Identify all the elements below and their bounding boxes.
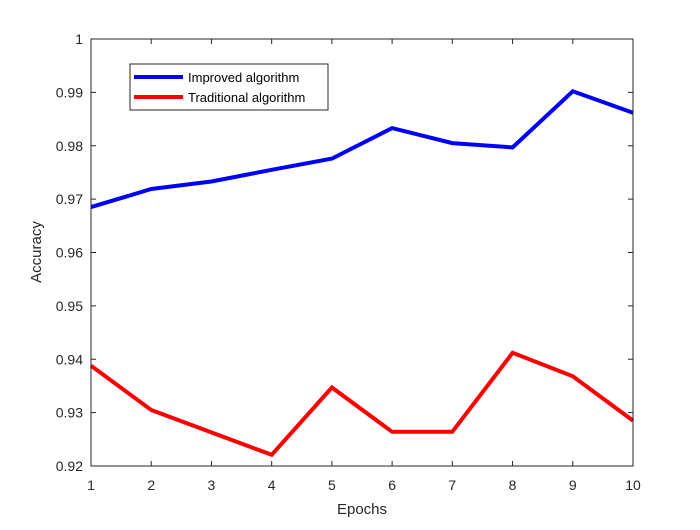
series-layer <box>89 89 635 458</box>
x-axis-label: Epochs <box>337 501 387 518</box>
legend: Improved algorithm Traditional algorithm <box>129 63 329 111</box>
x-tick-label-7: 8 <box>509 477 517 493</box>
ticks-layer: 1 2 3 4 5 6 7 8 9 10 0.92 0.93 0.94 0.95 0.96 0.97 0.98 0… <box>56 31 641 493</box>
x-tick-label-0: 1 <box>87 477 95 493</box>
series-line-1 <box>89 350 635 458</box>
series-line-0 <box>90 89 634 210</box>
y-tick-label-6: 0.98 <box>56 138 83 154</box>
x-tick-label-6: 7 <box>448 477 456 493</box>
legend-label-improved: Improved algorithm <box>188 70 299 85</box>
y-tick-label-8: 1 <box>75 31 83 47</box>
y-tick-label-3: 0.95 <box>56 298 83 314</box>
x-tick-label-8: 9 <box>569 477 577 493</box>
y-tick-label-7: 0.99 <box>56 84 83 100</box>
y-tick-label-0: 0.92 <box>56 458 83 474</box>
x-tick-label-5: 6 <box>388 477 396 493</box>
y-tick-label-2: 0.94 <box>56 351 83 367</box>
y-axis-label: Accuracy <box>28 221 45 283</box>
x-tick-label-2: 3 <box>208 477 216 493</box>
x-tick-label-4: 5 <box>328 477 336 493</box>
legend-label-traditional: Traditional algorithm <box>188 90 305 105</box>
legend-box <box>129 63 329 111</box>
y-tick-label-1: 0.93 <box>56 405 83 421</box>
x-tick-label-9: 10 <box>625 477 641 493</box>
y-tick-label-5: 0.97 <box>56 191 83 207</box>
y-tick-label-4: 0.96 <box>56 245 83 261</box>
x-tick-label-3: 4 <box>268 477 276 493</box>
x-tick-label-1: 2 <box>147 477 155 493</box>
